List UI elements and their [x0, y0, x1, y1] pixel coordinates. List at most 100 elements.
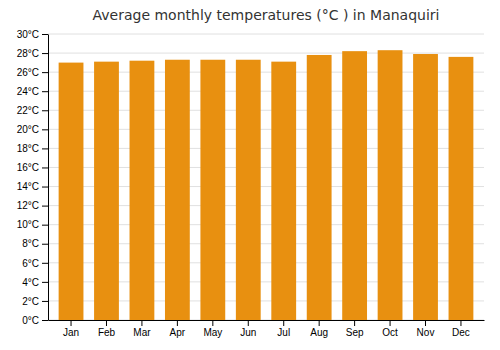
- x-axis-line: [49, 320, 485, 321]
- y-tick: 14°C: [17, 181, 48, 192]
- x-tick-label: May: [203, 327, 222, 338]
- x-tick-label: Sep: [346, 327, 364, 338]
- x-tick: Dec: [452, 320, 470, 338]
- x-tick-label: Feb: [98, 327, 116, 338]
- y-tick-label: 24°C: [17, 86, 39, 97]
- y-tick-label: 16°C: [17, 162, 39, 173]
- y-tick-mark: [42, 148, 48, 149]
- bar: [413, 54, 438, 320]
- x-tick-label: Oct: [382, 327, 398, 338]
- y-tick-mark: [42, 225, 48, 226]
- x-tick: Sep: [346, 320, 364, 338]
- y-tick-label: 0°C: [22, 315, 39, 326]
- y-tick-mark: [42, 167, 48, 168]
- y-tick-label: 28°C: [17, 48, 39, 59]
- y-tick: 0°C: [22, 315, 48, 326]
- y-tick-label: 18°C: [17, 143, 39, 154]
- x-tick-label: Aug: [310, 327, 328, 338]
- y-tick-label: 4°C: [22, 277, 39, 288]
- y-tick: 12°C: [17, 200, 48, 211]
- x-tick-mark: [177, 320, 178, 326]
- y-tick: 2°C: [22, 296, 48, 307]
- y-tick-mark: [42, 129, 48, 130]
- x-tick: Feb: [98, 320, 116, 338]
- y-tick-label: 12°C: [17, 200, 39, 211]
- chart: JanFebMarAprMayJunJulAugSepOctNovDec0°C2…: [0, 0, 500, 350]
- x-tick: Nov: [417, 320, 435, 338]
- y-tick-mark: [42, 110, 48, 111]
- y-tick: 26°C: [17, 67, 48, 78]
- y-tick: 24°C: [17, 86, 48, 97]
- y-tick-label: 22°C: [17, 105, 39, 116]
- y-tick-mark: [42, 244, 48, 245]
- x-tick-mark: [71, 320, 72, 326]
- x-tick-mark: [141, 320, 142, 326]
- y-tick-mark: [42, 320, 48, 321]
- x-tick: Jul: [277, 320, 290, 338]
- bar: [378, 50, 403, 320]
- x-tick-label: Jun: [240, 327, 256, 338]
- x-tick-label: Jul: [277, 327, 290, 338]
- x-tick-mark: [425, 320, 426, 326]
- y-tick-label: 20°C: [17, 124, 39, 135]
- bar: [449, 57, 474, 320]
- y-tick: 6°C: [22, 258, 48, 269]
- grid-line: [48, 53, 484, 54]
- y-tick: 18°C: [17, 143, 48, 154]
- bar: [94, 62, 119, 320]
- bar: [165, 60, 190, 320]
- y-tick-mark: [42, 91, 48, 92]
- bar: [271, 62, 296, 320]
- y-tick: 22°C: [17, 105, 48, 116]
- bar: [59, 63, 84, 320]
- y-tick-label: 8°C: [22, 238, 39, 249]
- grid-line: [48, 34, 484, 35]
- bar: [130, 61, 155, 320]
- y-tick-mark: [42, 263, 48, 264]
- x-tick-label: Nov: [417, 327, 435, 338]
- y-tick: 4°C: [22, 277, 48, 288]
- y-axis: 0°C 2°C 4°C 6°C 8°C 10°C 12°C 14°C 16°C 18°C 20°C 2…: [17, 29, 49, 326]
- x-tick-mark: [460, 320, 461, 326]
- x-tick: Mar: [133, 320, 151, 338]
- plot: JanFebMarAprMayJunJulAugSepOctNovDec0°C2…: [17, 29, 485, 338]
- x-tick-label: Apr: [170, 327, 186, 338]
- x-tick-label: Mar: [133, 327, 151, 338]
- y-tick-mark: [42, 187, 48, 188]
- x-tick-mark: [106, 320, 107, 326]
- y-tick: 20°C: [17, 124, 48, 135]
- bars: [59, 50, 474, 320]
- y-tick-label: 30°C: [17, 29, 39, 40]
- y-axis-line: [48, 35, 49, 321]
- y-tick-label: 2°C: [22, 296, 39, 307]
- y-tick: 30°C: [17, 29, 48, 40]
- y-tick-mark: [42, 72, 48, 73]
- y-tick-mark: [42, 282, 48, 283]
- y-tick-mark: [42, 301, 48, 302]
- y-tick-label: 6°C: [22, 258, 39, 269]
- x-tick-mark: [319, 320, 320, 326]
- bar: [200, 60, 225, 320]
- y-tick-label: 14°C: [17, 181, 39, 192]
- grid: [48, 34, 484, 320]
- x-tick: Jun: [240, 320, 256, 338]
- y-tick: 10°C: [17, 219, 48, 230]
- y-tick: 16°C: [17, 162, 48, 173]
- x-tick-label: Dec: [452, 327, 470, 338]
- y-tick-mark: [42, 206, 48, 207]
- x-axis: JanFebMarAprMayJunJulAugSepOctNovDec: [49, 320, 485, 338]
- bar: [236, 60, 261, 320]
- y-tick-mark: [42, 53, 48, 54]
- x-tick: Apr: [170, 320, 186, 338]
- y-tick-label: 26°C: [17, 67, 39, 78]
- x-tick-mark: [248, 320, 249, 326]
- x-tick-mark: [354, 320, 355, 326]
- title: Average monthly temperatures (°C ) in Ma…: [93, 7, 440, 23]
- x-tick: Oct: [382, 320, 398, 338]
- x-tick-mark: [212, 320, 213, 326]
- y-tick-mark: [42, 34, 48, 35]
- y-tick-label: 10°C: [17, 219, 39, 230]
- x-tick-mark: [390, 320, 391, 326]
- bar: [307, 55, 332, 320]
- y-tick: 8°C: [22, 238, 48, 249]
